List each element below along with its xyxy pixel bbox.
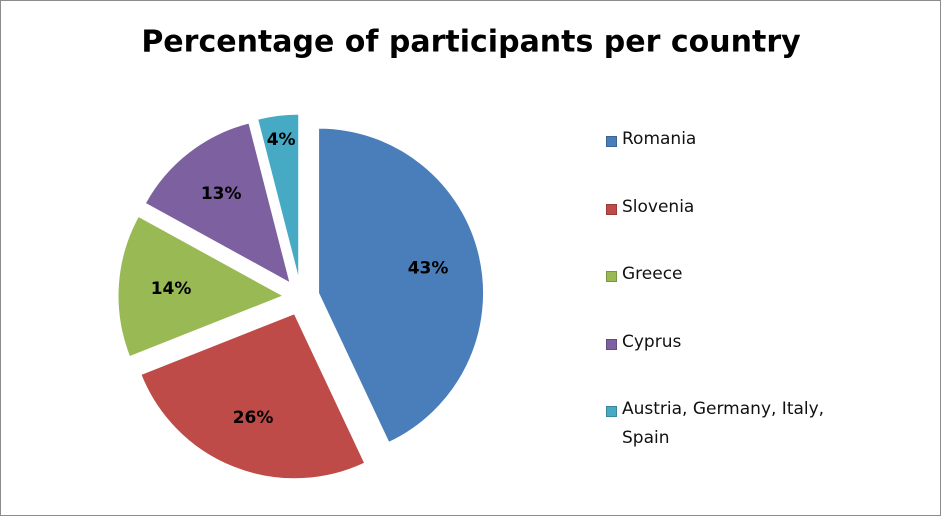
pie-slice [140, 313, 366, 480]
legend-item: Greece [606, 264, 886, 289]
chart-title: Percentage of participants per country [141, 25, 801, 60]
legend-label: Cyprus [622, 331, 682, 352]
legend-swatch [606, 271, 617, 282]
legend-item: Slovenia [606, 197, 886, 222]
pie-slice [318, 127, 485, 444]
legend-label: Romania [622, 129, 697, 149]
pie-slice [117, 215, 285, 358]
legend-item: Romania [606, 129, 886, 154]
data-label: 43% [408, 259, 449, 279]
data-label: 13% [201, 184, 242, 204]
data-label: 4% [267, 130, 296, 150]
legend-swatch [606, 406, 617, 417]
legend-label: Austria, Germany, Italy, Spain [622, 399, 825, 448]
data-label: 14% [151, 279, 192, 299]
legend-label: Slovenia [622, 196, 695, 217]
legend-swatch [606, 203, 617, 215]
legend-swatch [606, 136, 617, 147]
pie-slice [257, 113, 300, 280]
legend-label: Greece [622, 264, 683, 284]
legend-item: Austria, Germany, Italy, Spain [606, 399, 886, 453]
legend-item: Cyprus [606, 332, 886, 357]
data-label: 26% [233, 408, 274, 428]
pie-slice [144, 122, 291, 284]
legend-swatch [606, 338, 617, 350]
